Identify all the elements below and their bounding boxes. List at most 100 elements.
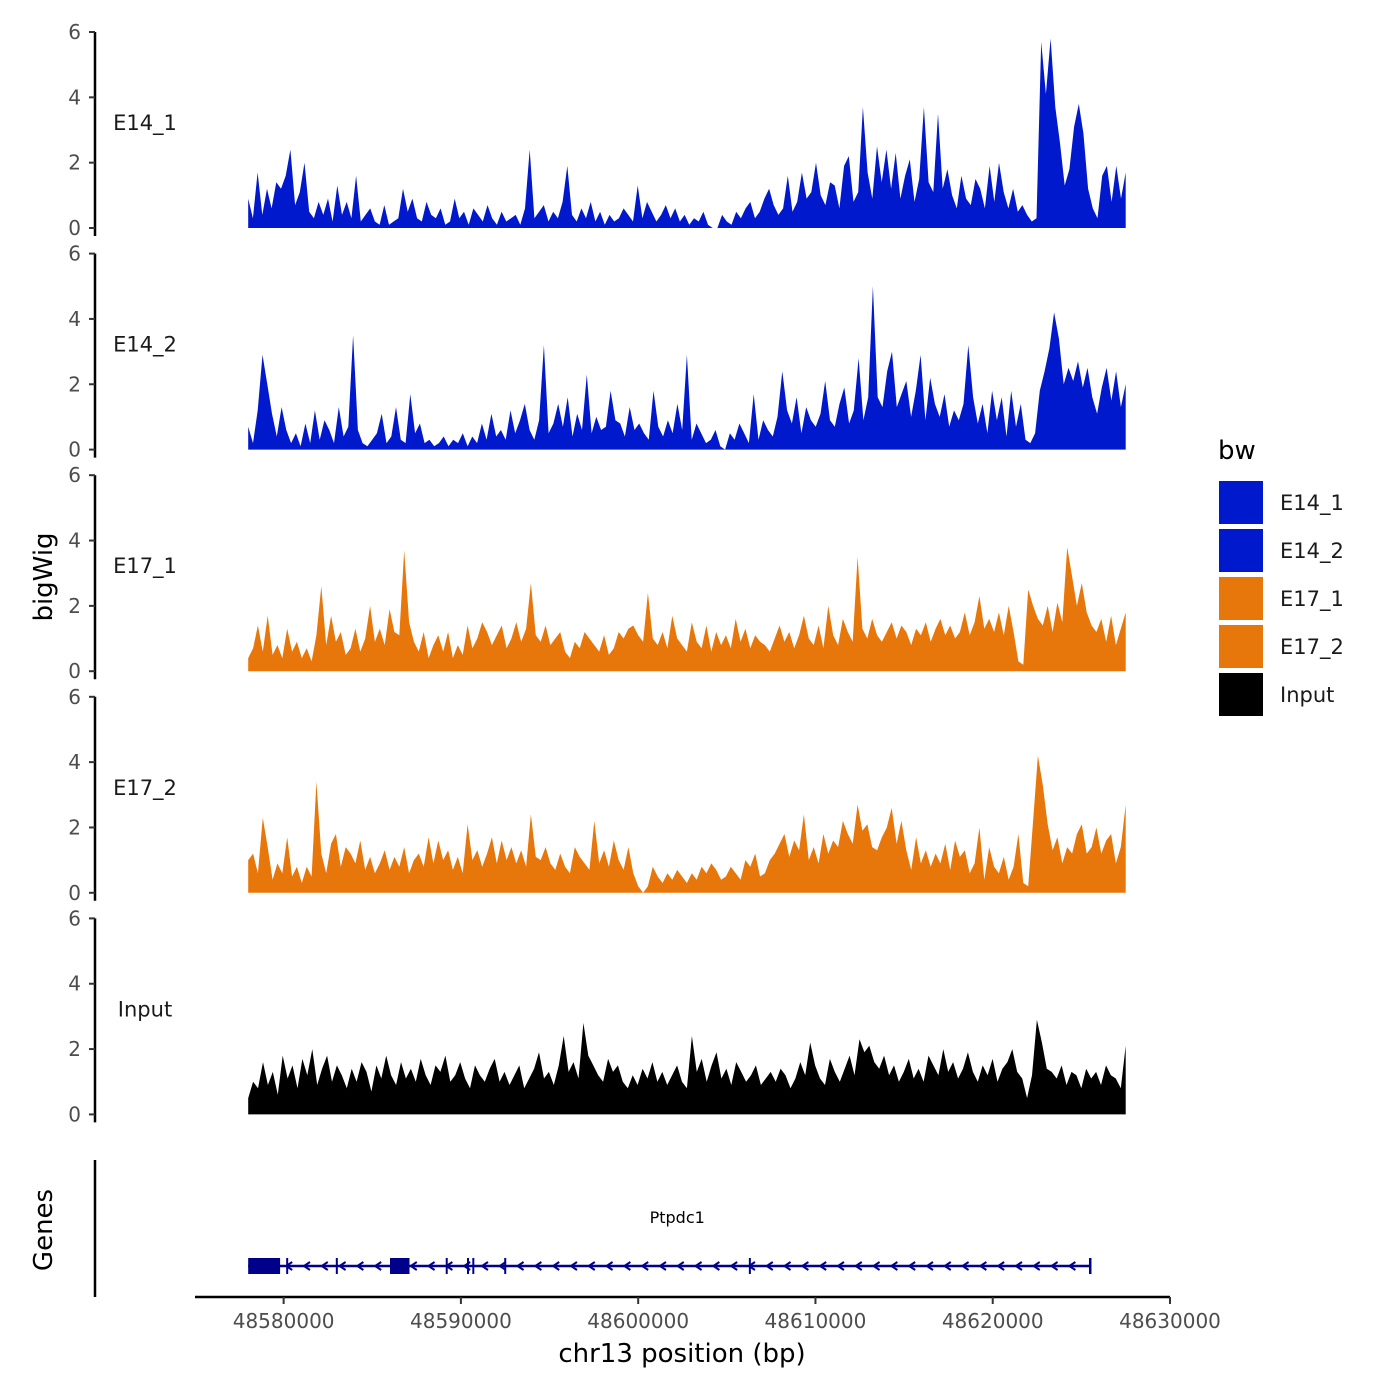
strand-arrow: [622, 1261, 631, 1271]
strand-arrow: [764, 1261, 774, 1271]
signal-area: [248, 38, 1126, 228]
strand-arrow: [444, 1261, 453, 1271]
signal-area: [248, 755, 1126, 893]
legend-swatch: [1219, 529, 1263, 572]
legend-swatch: [1219, 481, 1263, 524]
x-tick-label: 48590000: [410, 1309, 512, 1333]
strand-arrow: [1031, 1261, 1041, 1271]
y-tick-label: 4: [68, 972, 81, 996]
y-tick-label: 6: [68, 906, 81, 930]
y-tick-label: 4: [68, 529, 81, 553]
strand-arrow: [391, 1261, 400, 1271]
signal-area: [248, 547, 1126, 672]
strand-arrow: [729, 1261, 738, 1271]
y-tick-label: 0: [68, 438, 81, 462]
x-tick-label: 48630000: [1119, 1309, 1221, 1333]
strand-arrow: [711, 1261, 720, 1271]
strand-arrow: [675, 1261, 685, 1271]
strand-arrow: [586, 1261, 596, 1271]
strand-arrow: [782, 1261, 792, 1271]
strand-arrow: [1049, 1261, 1059, 1271]
legend-swatch: [1219, 673, 1263, 716]
genes-panel: Ptpdc1: [93, 1160, 1092, 1297]
strand-arrow: [480, 1261, 489, 1271]
strand-arrow: [800, 1261, 809, 1271]
strand-arrow: [319, 1261, 329, 1271]
bigwig-tracks: 0 2 4 6 E14_1 0 2 4 6 E14_2 0 2 4 6 E17_1 0 2 4 6 E17_2 0 2 4 6…: [68, 20, 1126, 1126]
track-e14-2: 0 2 4 6 E14_2: [68, 242, 1126, 462]
strand-arrow: [978, 1261, 987, 1271]
strand-arrow: [836, 1261, 845, 1271]
legend-label: Input: [1280, 683, 1334, 707]
legend-label: E14_1: [1280, 491, 1344, 516]
strand-arrow: [302, 1261, 311, 1271]
strand-arrow: [871, 1261, 881, 1271]
strand-arrow: [960, 1261, 970, 1271]
track-e17-1: 0 2 4 6 E17_1: [68, 463, 1126, 683]
legend-swatch: [1219, 625, 1263, 668]
y-tick-label: 0: [68, 881, 81, 905]
strand-arrow: [373, 1261, 382, 1271]
track-label: E14_2: [113, 333, 177, 358]
gene-ptpdc1: Ptpdc1: [248, 1208, 1092, 1274]
strand-arrow: [818, 1261, 827, 1271]
x-tick-label: 48620000: [942, 1309, 1044, 1333]
exon-block: [248, 1258, 281, 1274]
strand-arrow: [284, 1261, 293, 1271]
x-axis-title: chr13 position (bp): [558, 1339, 805, 1369]
y-tick-label: 6: [68, 685, 81, 709]
strand-arrow: [551, 1261, 560, 1271]
y-tick-label: 2: [68, 594, 81, 618]
y-tick-label: 4: [68, 750, 81, 774]
strand-arrow: [853, 1261, 863, 1271]
track-e17-2: 0 2 4 6 E17_2: [68, 685, 1126, 905]
genes-axis-title: Genes: [29, 1189, 59, 1271]
strand-arrow: [925, 1261, 934, 1271]
y-tick-label: 2: [68, 372, 81, 396]
y-tick-label: 6: [68, 242, 81, 266]
y-tick-label: 6: [68, 20, 81, 44]
y-tick-label: 2: [68, 151, 81, 175]
strand-arrow: [462, 1261, 471, 1271]
track-e14-1: 0 2 4 6 E14_1: [68, 20, 1126, 240]
strand-arrow: [497, 1261, 507, 1271]
x-tick-label: 48600000: [587, 1309, 689, 1333]
track-label: Input: [118, 997, 172, 1021]
strand-arrow: [942, 1261, 952, 1271]
strand-arrow: [337, 1261, 347, 1271]
strand-arrow: [889, 1261, 898, 1271]
strand-arrow: [907, 1261, 916, 1271]
strand-arrow: [426, 1261, 436, 1271]
legend-swatch: [1219, 577, 1263, 620]
track-input: 0 2 4 6 Input: [68, 906, 1126, 1126]
legend-label: E17_2: [1280, 635, 1344, 660]
strand-arrow: [355, 1261, 364, 1271]
track-label: E14_1: [113, 111, 177, 136]
signal-area: [248, 286, 1126, 450]
y-tick-label: 2: [68, 815, 81, 839]
strand-arrow: [747, 1261, 756, 1271]
y-axis-title: bigWig: [29, 532, 59, 621]
strand-arrow: [1014, 1261, 1023, 1271]
strand-arrow: [1067, 1261, 1076, 1271]
strand-arrow: [408, 1261, 418, 1271]
y-tick-label: 2: [68, 1037, 81, 1061]
x-axis: 48580000 48590000 48600000 48610000 48620000…: [195, 1295, 1221, 1333]
exon-block: [390, 1258, 410, 1274]
strand-arrow: [604, 1261, 614, 1271]
y-tick-label: 0: [68, 1102, 81, 1126]
strand-arrow: [658, 1261, 667, 1271]
y-tick-label: 0: [68, 659, 81, 683]
strand-arrow: [693, 1261, 703, 1271]
legend-label: E14_2: [1280, 539, 1344, 564]
legend-label: E17_1: [1280, 587, 1344, 612]
track-label: E17_1: [113, 554, 177, 579]
strand-arrow: [533, 1261, 542, 1271]
legend: bw E14_1 E14_2 E17_1 E17_2 Input: [1218, 436, 1344, 716]
strand-arrow: [640, 1261, 649, 1271]
legend-title: bw: [1218, 436, 1256, 466]
x-tick-label: 48580000: [233, 1309, 335, 1333]
y-tick-label: 4: [68, 85, 81, 109]
strand-arrow: [569, 1261, 578, 1271]
